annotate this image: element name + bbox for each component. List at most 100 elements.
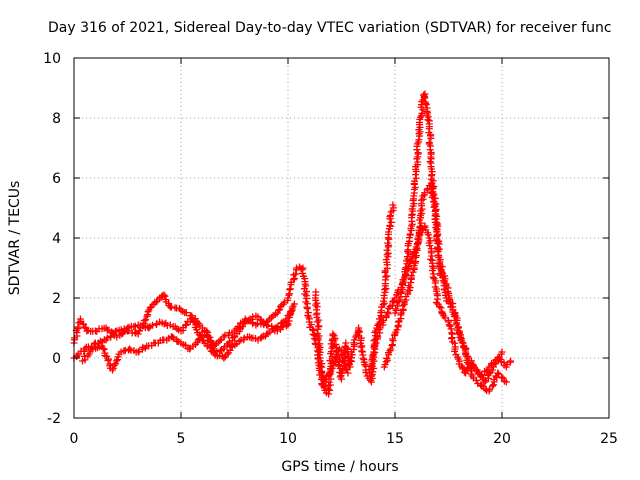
series-track-c (79, 306, 296, 374)
data-point (499, 374, 507, 382)
data-point (339, 357, 347, 365)
x-tick-label: 20 (493, 431, 511, 447)
data-point (182, 309, 190, 317)
data-point (252, 321, 260, 329)
data-point (485, 370, 493, 378)
data-point (419, 192, 427, 200)
data-point (498, 373, 506, 381)
data-point (462, 366, 470, 374)
data-point (356, 328, 364, 336)
data-point (401, 265, 409, 273)
data-point (263, 321, 271, 329)
data-point (81, 323, 89, 331)
data-point (394, 302, 402, 310)
data-point (104, 356, 112, 364)
data-point (309, 330, 317, 338)
data-point (386, 347, 394, 355)
data-point (303, 305, 311, 313)
data-point (290, 300, 298, 308)
data-point (240, 334, 248, 342)
data-point (313, 318, 321, 326)
data-point (144, 308, 152, 316)
data-point (238, 323, 246, 331)
data-point (101, 352, 109, 360)
data-point (220, 354, 228, 362)
data-point (206, 333, 214, 341)
data-point (435, 303, 443, 311)
data-point (408, 211, 416, 219)
y-tick-label: 6 (52, 171, 61, 187)
data-point (313, 303, 321, 311)
data-point (386, 212, 394, 220)
data-point (427, 134, 435, 142)
data-point (112, 360, 120, 368)
data-point (434, 222, 442, 230)
data-point (402, 264, 410, 272)
data-point (207, 342, 215, 350)
y-axis-label: SDTVAR / TECUs (7, 181, 23, 296)
data-point (242, 317, 250, 325)
data-point (100, 345, 108, 353)
data-point (282, 315, 290, 323)
data-point (383, 272, 391, 280)
data-point (386, 222, 394, 230)
data-point (389, 335, 397, 343)
data-point (134, 330, 142, 338)
data-point (182, 321, 190, 329)
data-point (193, 326, 201, 334)
data-point (145, 324, 153, 332)
data-point (494, 369, 502, 377)
data-point (367, 372, 375, 380)
data-point (80, 320, 88, 328)
data-point (432, 299, 440, 307)
data-point (383, 246, 391, 254)
data-point (301, 290, 309, 298)
series-track-d (365, 222, 515, 380)
data-point (448, 335, 456, 343)
data-point (455, 329, 463, 337)
grid-lines (74, 58, 609, 418)
data-point (110, 361, 118, 369)
data-point (317, 362, 325, 370)
data-point (445, 321, 453, 329)
data-point (302, 298, 310, 306)
data-point (424, 116, 432, 124)
data-point (160, 320, 168, 328)
y-tick-label: -2 (47, 411, 61, 427)
y-tick-label: 10 (43, 51, 61, 67)
data-point (226, 346, 234, 354)
data-point (430, 190, 438, 198)
data-point (368, 361, 376, 369)
data-point (387, 345, 395, 353)
data-point (446, 295, 454, 303)
data-point (160, 291, 168, 299)
data-point (370, 337, 378, 345)
data-point (423, 186, 431, 194)
data-point (451, 347, 459, 355)
data-point (344, 369, 352, 377)
series-track-f (391, 90, 510, 395)
data-point (241, 318, 249, 326)
data-point (208, 343, 216, 351)
data-point (396, 296, 404, 304)
data-point (203, 327, 211, 335)
data-point (430, 183, 438, 191)
data-point (458, 338, 466, 346)
data-point (168, 333, 176, 341)
chart-title: Day 316 of 2021, Sidereal Day-to-day VTE… (48, 20, 612, 36)
data-point (369, 368, 377, 376)
data-point (148, 321, 156, 329)
y-tick-label: 2 (52, 291, 61, 307)
series-track-g (311, 201, 398, 398)
data-point (167, 303, 175, 311)
data-point (383, 354, 391, 362)
data-point (286, 285, 294, 293)
data-point (85, 350, 93, 358)
data-point (388, 298, 396, 306)
data-point (90, 340, 98, 348)
data-point (216, 336, 224, 344)
data-point (99, 344, 107, 352)
data-point (74, 323, 82, 331)
data-point (314, 336, 322, 344)
